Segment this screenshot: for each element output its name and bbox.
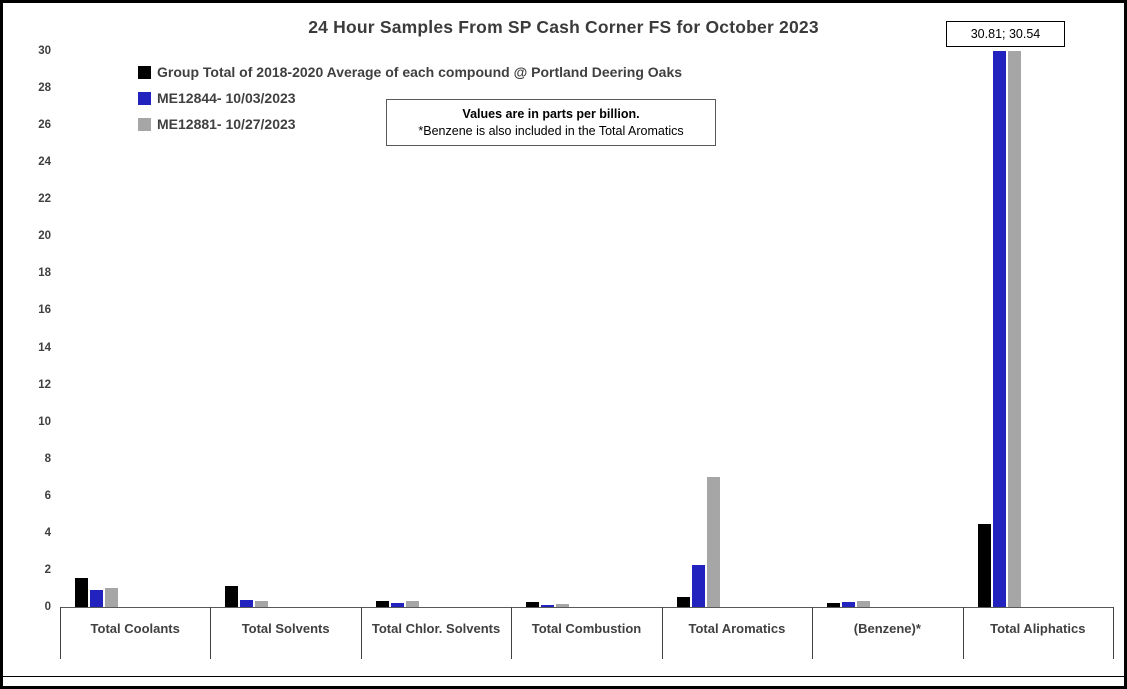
bar-group-total-of-2018--total-aliphatics bbox=[977, 523, 991, 607]
bar-me12844-10-03-2023-total-coolants bbox=[90, 590, 104, 607]
category-separator bbox=[1113, 607, 1114, 659]
legend-swatch-icon bbox=[138, 65, 151, 79]
bar-me12881-10-27-2023-total-aliphatics bbox=[1007, 51, 1021, 607]
category-label: Total Aliphatics bbox=[990, 621, 1086, 636]
y-axis-tick-label: 0 bbox=[44, 601, 51, 613]
y-axis-tick-label: 2 bbox=[44, 563, 51, 576]
bar-me12881-10-27-2023-total-combustion bbox=[556, 604, 570, 607]
y-axis-tick-label: 8 bbox=[44, 452, 51, 465]
legend-label: Group Total of 2018-2020 Average of each… bbox=[157, 64, 683, 80]
bar-me12881-10-27-2023-total-coolants bbox=[105, 588, 119, 607]
note-box: Values are in parts per billion. *Benzen… bbox=[386, 99, 716, 146]
y-axis-tick-label: 18 bbox=[38, 267, 51, 280]
bar-me12844-10-03-2023-total-combustion bbox=[541, 605, 555, 607]
inner-border-bottom-line bbox=[3, 676, 1124, 677]
y-axis-tick-label: 16 bbox=[38, 304, 51, 317]
bar-group-total-of-2018--total-chlor-solvents bbox=[375, 600, 389, 607]
y-axis-tick-label: 26 bbox=[38, 119, 51, 132]
y-axis-tick-label: 4 bbox=[44, 526, 51, 539]
y-axis-tick-label: 6 bbox=[44, 489, 51, 502]
category-separator bbox=[60, 607, 61, 659]
y-axis-tick-label: 28 bbox=[38, 82, 51, 95]
legend-label: ME12881- 10/27/2023 bbox=[157, 116, 296, 132]
legend-entry: Group Total of 2018-2020 Average of each… bbox=[138, 63, 682, 81]
category-label: Total Chlor. Solvents bbox=[371, 621, 501, 636]
category-separator bbox=[962, 607, 964, 659]
legend-swatch-icon bbox=[138, 117, 151, 131]
category-separator bbox=[812, 607, 814, 659]
bar-me12881-10-27-2023-total-solvents bbox=[255, 600, 269, 607]
legend-swatch-icon bbox=[138, 91, 151, 105]
y-axis-tick-label: 24 bbox=[38, 156, 51, 169]
category-separator bbox=[661, 607, 663, 659]
clipped-values-annotation: 30.81; 30.54 bbox=[946, 21, 1065, 47]
bar-me12844-10-03-2023-total-chlor-solvents bbox=[390, 603, 404, 607]
bar-me12881-10-27-2023-total-chlor-solvents bbox=[405, 600, 419, 607]
category-separator bbox=[210, 607, 212, 659]
category-label: Total Aromatics bbox=[688, 621, 786, 636]
chart-title: 24 Hour Samples From SP Cash Corner FS f… bbox=[308, 17, 819, 37]
y-axis-tick-label: 14 bbox=[38, 341, 51, 354]
bar-group-total-of-2018--total-coolants bbox=[75, 578, 89, 607]
y-axis-tick-label: 20 bbox=[38, 230, 51, 243]
category-separator bbox=[511, 607, 513, 659]
x-axis-line bbox=[60, 607, 1113, 608]
legend-label: ME12844- 10/03/2023 bbox=[157, 90, 296, 106]
category-label: Total Combustion bbox=[531, 621, 642, 636]
note-benzene-text: *Benzene is also included in the Total A… bbox=[418, 124, 684, 138]
category-label: Total Coolants bbox=[90, 621, 180, 636]
y-axis-tick-label: 22 bbox=[38, 193, 51, 206]
legend-entry: ME12844- 10/03/2023 bbox=[138, 89, 682, 107]
bar-me12881-10-27-2023--benzene- bbox=[857, 601, 871, 607]
y-axis-tick-label: 12 bbox=[38, 378, 51, 391]
legend-entry: ME12881- 10/27/2023 bbox=[138, 115, 682, 133]
category-separator bbox=[360, 607, 362, 659]
bar-group-total-of-2018---benzene- bbox=[827, 603, 841, 607]
bar-group-total-of-2018--total-aromatics bbox=[676, 596, 690, 607]
bar-me12844-10-03-2023-total-aliphatics bbox=[992, 51, 1006, 607]
note-units-text: Values are in parts per billion. bbox=[462, 107, 640, 121]
legend: Group Total of 2018-2020 Average of each… bbox=[138, 63, 682, 141]
category-label: (Benzene)* bbox=[853, 621, 921, 636]
bar-me12881-10-27-2023-total-aromatics bbox=[706, 477, 720, 607]
y-axis-tick-label: 10 bbox=[38, 415, 51, 428]
bar-me12844-10-03-2023--benzene- bbox=[842, 602, 856, 607]
y-axis-tick-label: 30 bbox=[38, 45, 51, 57]
bar-group-total-of-2018--total-solvents bbox=[225, 585, 239, 607]
bar-group-total-of-2018--total-combustion bbox=[526, 602, 540, 607]
bar-me12844-10-03-2023-total-aromatics bbox=[691, 565, 705, 607]
category-label: Total Solvents bbox=[241, 621, 330, 636]
bar-me12844-10-03-2023-total-solvents bbox=[240, 599, 254, 607]
